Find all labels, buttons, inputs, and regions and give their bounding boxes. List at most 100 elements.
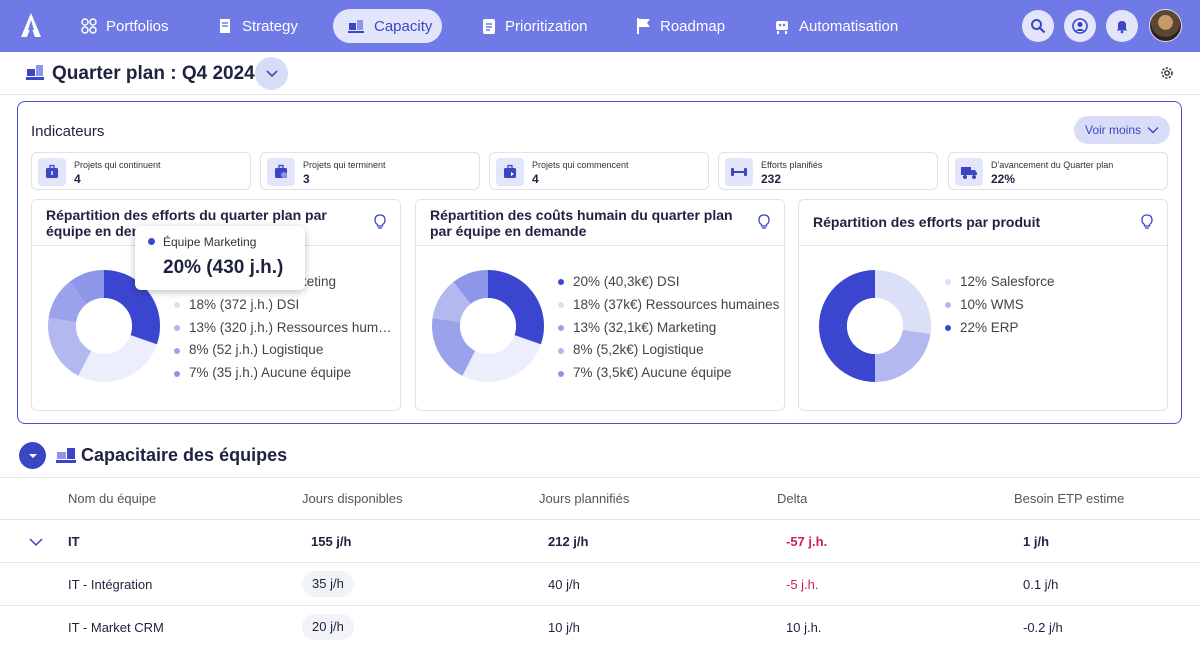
legend-swatch: [558, 279, 564, 286]
legend-swatch: [945, 324, 951, 331]
chevron-up-icon: [1147, 127, 1159, 134]
quarter-select-button[interactable]: [255, 57, 288, 90]
caret-down-icon: [28, 453, 37, 458]
donut-slice[interactable]: [104, 270, 160, 345]
portfolio-icon: [81, 18, 97, 34]
legend-label: 20% (40,3k€) DSI: [573, 274, 680, 289]
chart-legend: 12% Salesforce 10% WMS 22% ERP: [945, 271, 1169, 339]
dumbbell-icon: [725, 158, 753, 186]
available-days-pill[interactable]: 20 j/h: [302, 614, 354, 640]
donut-slice[interactable]: [432, 318, 476, 376]
truck-icon: [955, 158, 983, 186]
donut-slice[interactable]: [78, 335, 157, 382]
notifications-button[interactable]: [1106, 10, 1138, 42]
column-header-available[interactable]: Jours disponibles: [302, 491, 403, 506]
chart-title: Répartition des coûts humain du quarter …: [430, 207, 733, 239]
nav-label: Automatisation: [799, 17, 899, 35]
section-title: Capacitaire des équipes: [81, 445, 288, 465]
kpi-projets-commencent: Projets qui commencent 4: [489, 152, 709, 190]
table-row-group[interactable]: IT 155 j/h 212 j/h -57 j.h. 1 j/h: [0, 520, 1200, 563]
table-header-row: [0, 477, 1200, 520]
kpi-value: 4: [74, 172, 81, 186]
legend-item[interactable]: 13% (320 j.h.) Ressources humaines: [174, 317, 398, 340]
donut-slice[interactable]: [432, 281, 471, 323]
column-header-planned[interactable]: Jours plannifiés: [539, 491, 630, 506]
legend-item[interactable]: 10% WMS: [945, 294, 1169, 317]
nav-label: Portfolios: [106, 17, 169, 35]
gear-icon[interactable]: [1159, 65, 1175, 81]
legend-item[interactable]: 18% (37k€) Ressources humaines: [558, 294, 782, 317]
robot-icon: [776, 21, 788, 34]
column-header-name[interactable]: Nom du équipe: [68, 491, 157, 506]
donut-slice[interactable]: [453, 270, 488, 304]
voir-moins-button[interactable]: Voir moins: [1074, 116, 1170, 144]
legend-item[interactable]: 8% (52 j.h.) Logistique: [174, 339, 398, 362]
tooltip-label: Équipe Marketing: [163, 235, 257, 249]
avatar[interactable]: [1149, 9, 1182, 42]
legend-label: 13% (320 j.h.) Ressources humaines: [189, 319, 398, 335]
planned-days: 212 j/h: [548, 534, 589, 549]
donut-slice[interactable]: [488, 270, 544, 345]
briefcase-icon: [38, 158, 66, 186]
legend-label: 7% (3,5k€) Aucune équipe: [573, 365, 732, 381]
nav-roadmap[interactable]: Roadmap: [623, 9, 738, 43]
indicators-panel: Indicateurs Voir moins Projets qui conti…: [17, 101, 1182, 424]
column-header-etp[interactable]: Besoin ETP estime: [1014, 491, 1125, 506]
search-button[interactable]: [1022, 10, 1054, 42]
lightbulb-icon[interactable]: [758, 214, 770, 230]
lightbulb-icon[interactable]: [374, 214, 386, 230]
chart-card-efforts-produit: Répartition des efforts par produit 12% …: [798, 199, 1168, 411]
collapse-section-button[interactable]: [19, 442, 46, 469]
legend-item[interactable]: 7% (3,5k€) Aucune équipe: [558, 362, 782, 385]
donut-slice[interactable]: [48, 281, 87, 323]
etp-value: 0.1 j/h: [1023, 577, 1059, 592]
donut-slice[interactable]: [69, 270, 104, 304]
app-logo-icon[interactable]: [20, 12, 42, 38]
kpi-label: Projets qui commencent: [532, 160, 629, 170]
legend-item[interactable]: 22% ERP: [945, 317, 1169, 340]
column-header-delta[interactable]: Delta: [777, 491, 808, 506]
donut-slice[interactable]: [875, 329, 931, 382]
chart-tooltip: Équipe Marketing 20% (430 j.h.): [135, 226, 305, 290]
kpi-value: 4: [532, 172, 539, 186]
lightbulb-icon[interactable]: [1141, 214, 1153, 230]
search-icon: [1031, 19, 1046, 34]
kpi-projets-terminent: Projets qui terminent 3: [260, 152, 480, 190]
planned-days: 40 j/h: [548, 577, 580, 592]
kpi-label: Projets qui terminent: [303, 160, 386, 170]
capacity-icon: [348, 20, 364, 33]
available-days: 155 j/h: [311, 534, 352, 549]
donut-slice[interactable]: [47, 318, 92, 376]
donut-hole: [460, 298, 516, 354]
donut-chart[interactable]: [817, 268, 933, 384]
nav-prioritization[interactable]: Prioritization: [468, 9, 601, 43]
nav-capacity[interactable]: Capacity: [333, 9, 442, 43]
page-header: Quarter plan : Q4 2024: [0, 52, 1200, 95]
donut-slice[interactable]: [462, 335, 541, 382]
legend-item[interactable]: 18% (372 j.h.) DSI: [174, 294, 398, 317]
legend-label: 18% (372 j.h.) DSI: [189, 296, 300, 312]
legend-item[interactable]: 20% (40,3k€) DSI: [558, 271, 782, 294]
nav-automatisation[interactable]: Automatisation: [760, 9, 911, 43]
legend-item[interactable]: 7% (35 j.h.) Aucune équipe: [174, 362, 398, 385]
chart-card-couts-humain: Répartition des coûts humain du quarter …: [415, 199, 785, 411]
table-row[interactable]: IT - Intégration 35 j/h 40 j/h -5 j.h. 0…: [0, 563, 1200, 606]
donut-slice[interactable]: [875, 270, 931, 334]
legend-item[interactable]: 12% Salesforce: [945, 271, 1169, 294]
page-title: Quarter plan : Q4 2024: [52, 63, 255, 84]
legend-item[interactable]: 8% (5,2k€) Logistique: [558, 339, 782, 362]
kpi-label: Projets qui continuent: [74, 160, 161, 170]
legend-swatch: [558, 347, 564, 354]
team-name: IT: [68, 534, 80, 549]
nav-label: Prioritization: [505, 17, 588, 35]
donut-chart[interactable]: [46, 268, 162, 384]
donut-chart[interactable]: [430, 268, 546, 384]
card-divider: [416, 245, 784, 246]
legend-swatch: [174, 347, 180, 354]
profile-button[interactable]: [1064, 10, 1096, 42]
nav-strategy[interactable]: Strategy: [203, 9, 311, 43]
chevron-down-icon[interactable]: [28, 537, 44, 547]
nav-portfolios[interactable]: Portfolios: [67, 9, 182, 43]
available-days-pill[interactable]: 35 j/h: [302, 571, 354, 597]
legend-item[interactable]: 13% (32,1k€) Marketing: [558, 317, 782, 340]
